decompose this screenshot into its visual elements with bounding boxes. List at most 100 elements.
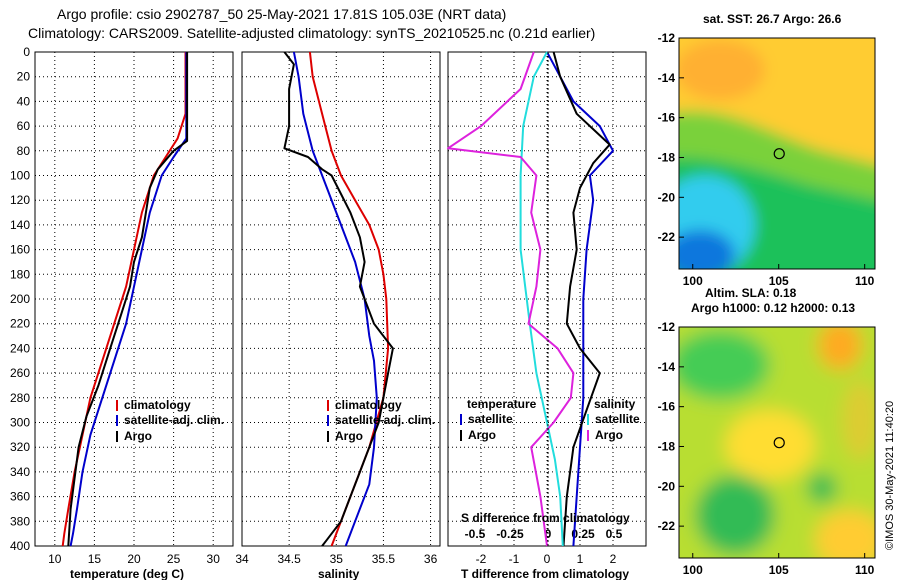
- legend-label-s-argo: Argo: [595, 428, 623, 442]
- salinity-difference-tick-labels: -0.5-0.2500.250.5: [465, 527, 623, 541]
- depth-tick-label: 260: [10, 366, 30, 380]
- series-line-argo: [67, 52, 189, 547]
- depth-tick-label: 400: [10, 539, 30, 553]
- x-tick-label: 0: [544, 552, 551, 566]
- depth-tick-label: 40: [17, 94, 31, 108]
- x-tick-label: 34.5: [277, 552, 301, 566]
- map-lat-label: -16: [658, 400, 676, 414]
- depth-tick-label: 340: [10, 465, 30, 479]
- top-tick-label: -0.25: [496, 527, 524, 541]
- legend-label-t-satellite: satellite: [468, 412, 513, 426]
- depth-tick-label: 160: [10, 243, 30, 257]
- x-tick-label: 34: [235, 552, 249, 566]
- legend-label-argo: Argo: [335, 429, 363, 443]
- difference-xlabel: T difference from climatology: [461, 567, 629, 580]
- temperature-grid: [35, 51, 233, 547]
- sst-map-title: sat. SST: 26.7 Argo: 26.6: [703, 12, 842, 26]
- map-lon-label: 100: [683, 563, 703, 577]
- argo-float-marker: [773, 437, 785, 449]
- map-lat-label: -12: [658, 320, 676, 334]
- map-lon-label: 100: [683, 274, 703, 288]
- sst-map-frame: [678, 37, 876, 270]
- salinity-legend: climatology satellite-adj. clim. Argo: [327, 398, 435, 443]
- depth-tick-label: 220: [10, 317, 30, 331]
- temperature-tick-labels: 10 15 20 25 30: [48, 552, 220, 566]
- difference-legend: temperature satellite Argo salinity sate…: [460, 397, 640, 442]
- depth-tick-label: 300: [10, 416, 30, 430]
- x-tick-label: 30: [207, 552, 221, 566]
- footer-credit: ©IMOS 30-May-2021 11:40:20: [884, 401, 896, 550]
- sst-map-axes: 100 105 110 -12 -14 -16 -18 -20 -22: [658, 31, 875, 288]
- sla-map-frame: [678, 326, 876, 559]
- depth-tick-label: 140: [10, 218, 30, 232]
- salinity-grid: [241, 51, 440, 547]
- series-line-climatology: [61, 52, 187, 547]
- map-lat-label: -20: [658, 190, 676, 204]
- header-line2: Climatology: CARS2009. Satellite-adjuste…: [28, 25, 595, 41]
- sla-region-low-sw: [695, 475, 775, 555]
- map-lat-label: -22: [658, 519, 676, 533]
- temperature-series: [61, 52, 189, 547]
- sla-region-high-center: [725, 410, 815, 480]
- map-lat-label: -18: [658, 150, 676, 164]
- depth-tick-labels: 0 20 40 60 80 100 120 140 160 180 200 220 240 260 280 3…: [10, 45, 30, 553]
- depth-tick-label: 240: [10, 341, 30, 355]
- salinity-series: [283, 51, 394, 547]
- salinity-tick-labels: 34 34.5 35 35.5 36: [235, 552, 437, 566]
- series-line-satellite-adj-clim-: [69, 52, 188, 547]
- x-tick-label: 15: [88, 552, 102, 566]
- sst-map-heatmap: [679, 38, 875, 269]
- map-lon-label: 105: [769, 563, 789, 577]
- sla-map-axes: 100 105 110 -12 -14 -16 -18 -20 -22: [658, 320, 875, 577]
- series-line-climatology: [308, 51, 390, 547]
- sla-region-low-nw: [679, 330, 770, 400]
- depth-tick-label: 180: [10, 267, 30, 281]
- depth-tick-label: 0: [23, 45, 30, 59]
- sst-region-hot: [679, 40, 765, 100]
- map-lat-label: -18: [658, 439, 676, 453]
- x-tick-label: -2: [476, 552, 487, 566]
- temperature-legend: climatology satellite-adj. clim. Argo: [116, 398, 224, 443]
- depth-tick-label: 80: [17, 144, 31, 158]
- sla-region-high-ne: [818, 327, 862, 370]
- depth-tick-label: 380: [10, 514, 30, 528]
- map-lat-label: -22: [658, 230, 676, 244]
- temperature-xlabel: temperature (deg C): [70, 567, 184, 580]
- map-lon-label: 105: [769, 274, 789, 288]
- x-tick-label: 25: [167, 552, 181, 566]
- difference-grid: [448, 51, 646, 547]
- sla-region-east: [842, 380, 875, 460]
- depth-tick-label: 60: [17, 119, 31, 133]
- legend-label-satellite: satellite-adj. clim.: [124, 413, 224, 427]
- sla-region-low-spot: [807, 473, 837, 503]
- map-lon-label: 110: [855, 274, 875, 288]
- series-line-temperature-satellite: [546, 51, 614, 547]
- top-tick-label: -0.5: [465, 527, 486, 541]
- sla-map-heatmap: [679, 327, 875, 558]
- header-line1: Argo profile: csio 2902787_50 25-May-202…: [57, 6, 506, 22]
- sla-map-subtitle: Argo h1000: 0.12 h2000: 0.13: [691, 301, 855, 315]
- legend-label-t-argo: Argo: [468, 428, 496, 442]
- x-tick-label: 2: [610, 552, 617, 566]
- x-tick-label: 1: [577, 552, 584, 566]
- difference-series: [447, 51, 614, 547]
- x-tick-label: 35.5: [372, 552, 396, 566]
- series-line-temperature-argo: [552, 51, 611, 547]
- depth-tick-label: 320: [10, 440, 30, 454]
- legend-label-argo: Argo: [124, 429, 152, 443]
- sla-map-title: Altim. SLA: 0.18: [705, 286, 797, 300]
- sst-region-coldest: [679, 230, 735, 269]
- top-tick-label: 0.25: [571, 527, 595, 541]
- map-lat-label: -14: [658, 71, 676, 85]
- legend-label-climatology: climatology: [335, 398, 402, 412]
- legend-label-satellite: satellite-adj. clim.: [335, 413, 435, 427]
- depth-tick-label: 200: [10, 292, 30, 306]
- map-lat-label: -16: [658, 111, 676, 125]
- legend-label-s-satellite: satellite: [595, 412, 640, 426]
- depth-tick-label: 360: [10, 490, 30, 504]
- map-lat-label: -12: [658, 31, 676, 45]
- legend-label-climatology: climatology: [124, 398, 191, 412]
- series-line-salinity-argo: [447, 51, 575, 547]
- map-lat-label: -20: [658, 479, 676, 493]
